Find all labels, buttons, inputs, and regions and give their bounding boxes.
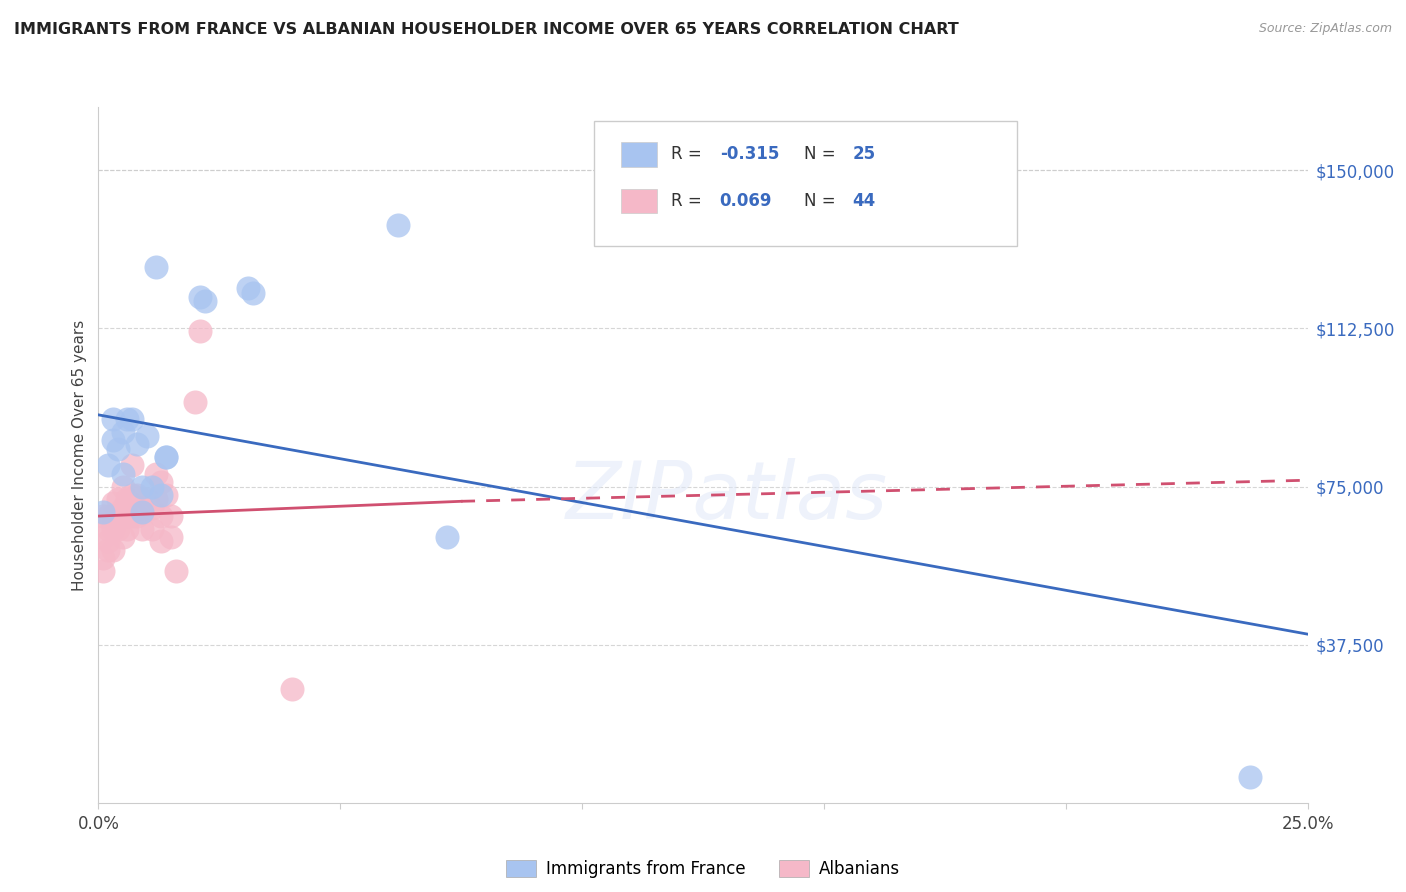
Point [141,479,163,493]
Text: ZIPatlas: ZIPatlas [567,458,889,536]
Point [111,509,134,524]
Point [127,437,149,451]
Point [141,522,163,536]
Point [111,479,134,493]
Point [97,509,120,524]
Point [150,534,173,549]
FancyBboxPatch shape [621,142,657,167]
Point [238,281,260,295]
Point [117,509,139,524]
Point [165,564,187,578]
Point [135,429,157,443]
Point [145,492,167,507]
Point [107,442,129,456]
Point [91,564,114,578]
Point [387,218,409,232]
Point [145,467,167,481]
Point [141,500,163,515]
Point [155,450,177,464]
Point [127,488,149,502]
Point [101,433,124,447]
Point [131,522,153,536]
Point [117,522,139,536]
Point [97,458,120,473]
Point [101,509,124,524]
Text: 44: 44 [852,192,876,210]
Point [97,542,120,557]
Point [436,530,458,544]
Text: -0.315: -0.315 [720,145,779,163]
Text: Source: ZipAtlas.com: Source: ZipAtlas.com [1258,22,1392,36]
Point [91,505,114,519]
Text: R =: R = [671,145,707,163]
Point [160,530,183,544]
Point [97,534,120,549]
Point [145,260,167,275]
Point [117,492,139,507]
Point [91,530,114,544]
Point [101,412,124,426]
Point [188,324,211,338]
Point [155,450,177,464]
Point [111,425,134,439]
Point [121,412,143,426]
Y-axis label: Householder Income Over 65 years: Householder Income Over 65 years [72,319,87,591]
Point [121,458,143,473]
Text: N =: N = [804,192,841,210]
Point [101,522,124,536]
Point [111,500,134,515]
Point [117,412,139,426]
Point [188,290,211,304]
Point [101,496,124,510]
Point [107,522,129,536]
Point [107,492,129,507]
Point [101,542,124,557]
Point [131,505,153,519]
Point [150,509,173,524]
Legend: Immigrants from France, Albanians: Immigrants from France, Albanians [499,854,907,885]
Point [121,488,143,502]
Text: R =: R = [671,192,707,210]
Point [131,479,153,493]
Point [121,509,143,524]
Point [135,492,157,507]
Point [91,509,114,524]
Text: 25: 25 [852,145,876,163]
Point [242,285,264,300]
FancyBboxPatch shape [595,121,1018,246]
Point [111,530,134,544]
Point [194,293,217,308]
Point [97,522,120,536]
Point [131,500,153,515]
Point [1239,771,1261,785]
Point [127,509,149,524]
FancyBboxPatch shape [621,189,657,213]
Text: N =: N = [804,145,841,163]
Point [111,467,134,481]
Point [281,681,304,696]
Point [184,395,207,409]
Point [150,488,173,502]
Point [160,509,183,524]
Text: IMMIGRANTS FROM FRANCE VS ALBANIAN HOUSEHOLDER INCOME OVER 65 YEARS CORRELATION : IMMIGRANTS FROM FRANCE VS ALBANIAN HOUSE… [14,22,959,37]
Point [107,509,129,524]
Point [150,475,173,490]
Point [91,551,114,566]
Point [155,488,177,502]
Text: 0.069: 0.069 [720,192,772,210]
